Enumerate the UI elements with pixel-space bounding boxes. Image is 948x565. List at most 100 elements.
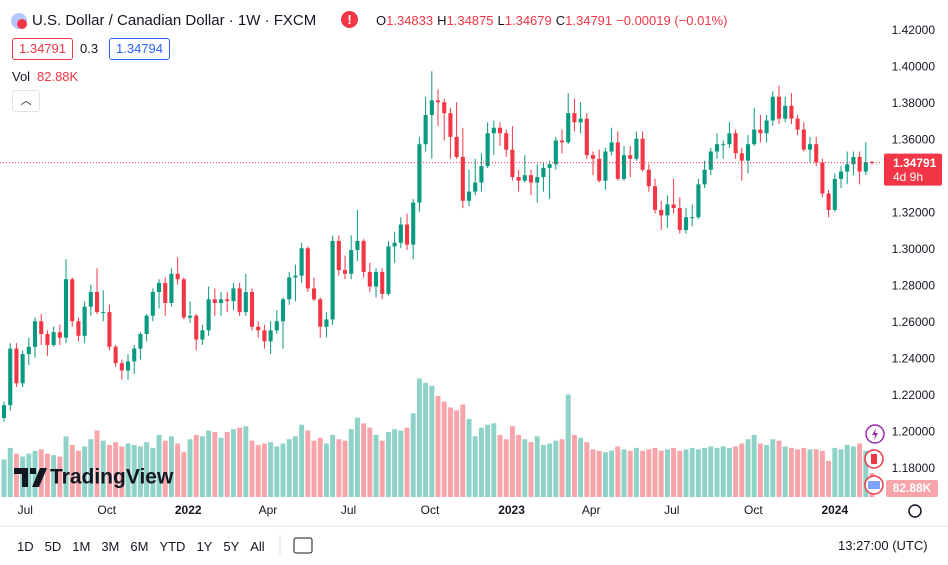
volume-bar: [193, 434, 199, 497]
volume-bar: [94, 430, 100, 497]
candle-body: [349, 250, 354, 274]
volume-bar: [764, 445, 770, 497]
candle-body: [727, 133, 732, 145]
candle-body: [721, 144, 726, 146]
volume-bar: [584, 442, 590, 497]
candle-body: [628, 155, 633, 159]
x-tick-label: Apr: [259, 503, 278, 517]
volume-bar: [590, 449, 596, 497]
volume-bar: [305, 430, 311, 497]
volume-bar: [144, 442, 150, 497]
candle-body: [460, 156, 465, 201]
candle-body: [845, 164, 850, 172]
volume-bar: [522, 439, 528, 497]
volume-bar: [664, 449, 670, 497]
volume-bar: [553, 440, 559, 497]
range-button[interactable]: 3M: [101, 539, 120, 554]
candle-body: [733, 133, 738, 154]
volume-bar: [286, 439, 292, 497]
candle-body: [559, 140, 565, 143]
volume-bar: [609, 450, 615, 497]
price-tag: [884, 153, 942, 186]
candle-body: [119, 363, 124, 371]
flag: [11, 13, 27, 29]
volume-bar: [199, 436, 205, 497]
candle-body: [237, 288, 242, 313]
x-tick-label: Oct: [421, 503, 440, 517]
volume-bar: [268, 442, 274, 497]
x-tick-label: 2022: [175, 503, 202, 517]
plot-area: [0, 71, 880, 497]
candle-body: [274, 321, 279, 331]
y-tick-label: 1.38000: [892, 96, 936, 110]
range-button[interactable]: 5D: [44, 539, 62, 554]
volume-bar: [361, 423, 367, 497]
candle-body: [752, 129, 757, 145]
candle-body: [225, 299, 230, 302]
volume-bar: [528, 442, 534, 497]
x-tick-label: Apr: [582, 503, 601, 517]
volume-bar: [733, 446, 739, 497]
volume-bar: [63, 436, 69, 497]
candle-body: [485, 133, 490, 167]
alert-icon[interactable]: !: [341, 11, 358, 28]
collapse-button[interactable]: ︿: [12, 90, 40, 112]
range-button[interactable]: 1Y: [196, 539, 213, 554]
candle-body: [652, 186, 658, 210]
y-tick-label: 1.20000: [892, 425, 936, 439]
candle-body: [330, 240, 335, 320]
volume-bar: [813, 449, 819, 497]
volume-bar: [615, 446, 621, 497]
candle-body: [683, 217, 689, 230]
y-tick-label: 1.40000: [892, 60, 936, 74]
volume-bar: [330, 434, 336, 497]
candle-body: [287, 277, 292, 300]
y-tick-label: 1.28000: [892, 279, 936, 293]
volume-bar: [175, 443, 181, 497]
candle-body: [293, 275, 298, 278]
candle-body: [169, 273, 174, 303]
candle-body: [336, 240, 341, 271]
range-button[interactable]: YTD: [159, 539, 186, 554]
range-button[interactable]: All: [250, 539, 265, 554]
candle-body: [665, 204, 670, 216]
ask-box[interactable]: 1.34794: [109, 38, 170, 60]
y-tick-label: 1.18000: [892, 461, 936, 475]
date-range-icon[interactable]: [293, 537, 313, 554]
volume-bar: [385, 432, 391, 497]
volume-bar: [137, 446, 143, 497]
candle-body: [125, 361, 131, 371]
settings-icon[interactable]: [908, 504, 922, 518]
volume-bar: [540, 445, 546, 497]
volume-bar: [863, 450, 869, 497]
candle-body: [640, 138, 645, 170]
candle-body: [138, 334, 143, 349]
candle-body: [200, 330, 205, 340]
range-button[interactable]: 1D: [17, 539, 34, 554]
y-tick-label: 1.42000: [892, 23, 936, 37]
range-button[interactable]: 5Y: [223, 539, 240, 554]
volume-bar: [187, 439, 193, 497]
volume-bar: [702, 447, 708, 497]
volume-bar: [751, 434, 757, 497]
candle-body: [857, 156, 862, 172]
volume-bar: [739, 443, 745, 497]
candle-body: [101, 312, 106, 314]
volume-bar: [850, 446, 856, 497]
ohlc-label: L: [497, 13, 505, 28]
bid-box[interactable]: 1.34791: [12, 38, 73, 60]
volume-bar: [627, 450, 633, 497]
candle-body: [63, 279, 69, 338]
candle-body: [621, 155, 627, 179]
candle-body: [838, 171, 844, 179]
volume-bar: [466, 419, 472, 497]
volume-value: 82.88K: [37, 69, 79, 84]
clock: 13:27:00 (UTC): [838, 538, 928, 553]
candle-body: [764, 120, 769, 134]
range-button[interactable]: 1M: [72, 539, 91, 554]
range-button[interactable]: 6M: [130, 539, 149, 554]
symbol-title[interactable]: U.S. Dollar / Canadian Dollar · 1W · FXC…: [32, 12, 317, 29]
candle-body: [690, 217, 695, 219]
volume-bar: [255, 445, 261, 497]
